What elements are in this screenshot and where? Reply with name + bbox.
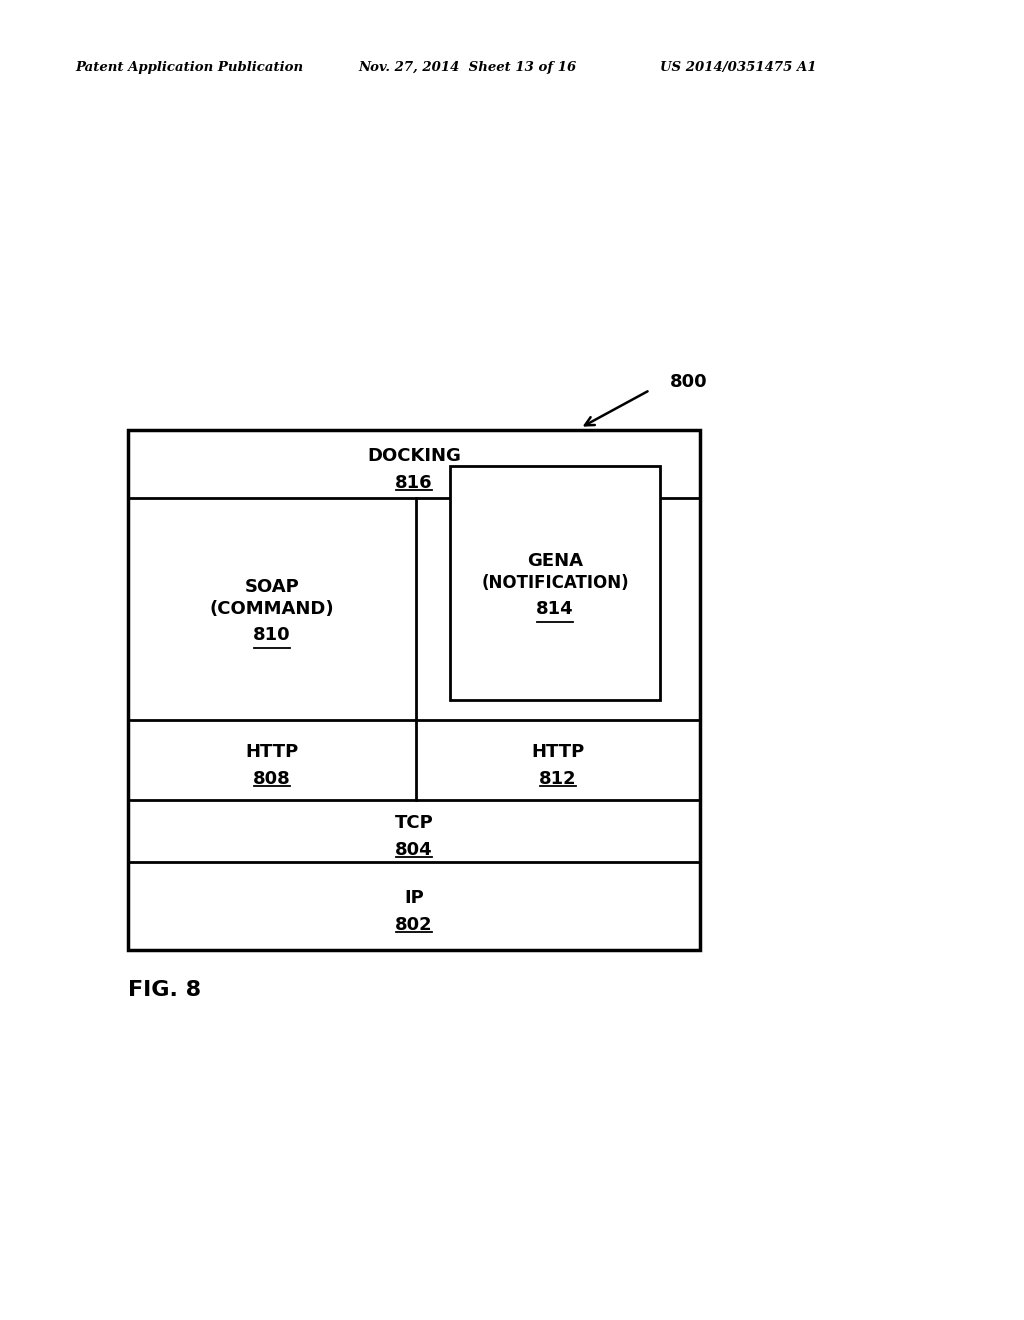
Text: SOAP: SOAP	[245, 578, 299, 597]
Text: HTTP: HTTP	[531, 743, 585, 762]
Text: DOCKING: DOCKING	[367, 447, 461, 465]
Bar	[450, 466, 660, 700]
Text: US 2014/0351475 A1: US 2014/0351475 A1	[660, 62, 816, 74]
Text: Nov. 27, 2014  Sheet 13 of 16: Nov. 27, 2014 Sheet 13 of 16	[358, 62, 577, 74]
Text: IP: IP	[404, 888, 424, 907]
Bar	[128, 430, 700, 950]
Text: 804: 804	[395, 841, 433, 859]
Text: 810: 810	[253, 626, 291, 644]
Text: 816: 816	[395, 474, 433, 492]
Text: HTTP: HTTP	[246, 743, 299, 762]
Text: 802: 802	[395, 916, 433, 935]
Text: FIG. 8: FIG. 8	[128, 979, 201, 1001]
Text: (COMMAND): (COMMAND)	[210, 601, 334, 618]
Text: Patent Application Publication: Patent Application Publication	[75, 62, 303, 74]
Text: 808: 808	[253, 770, 291, 788]
Text: 814: 814	[537, 601, 573, 618]
Text: (NOTIFICATION): (NOTIFICATION)	[481, 574, 629, 591]
Text: 812: 812	[540, 770, 577, 788]
Text: GENA: GENA	[527, 552, 583, 570]
Text: TCP: TCP	[394, 814, 433, 832]
Text: 800: 800	[670, 374, 708, 391]
